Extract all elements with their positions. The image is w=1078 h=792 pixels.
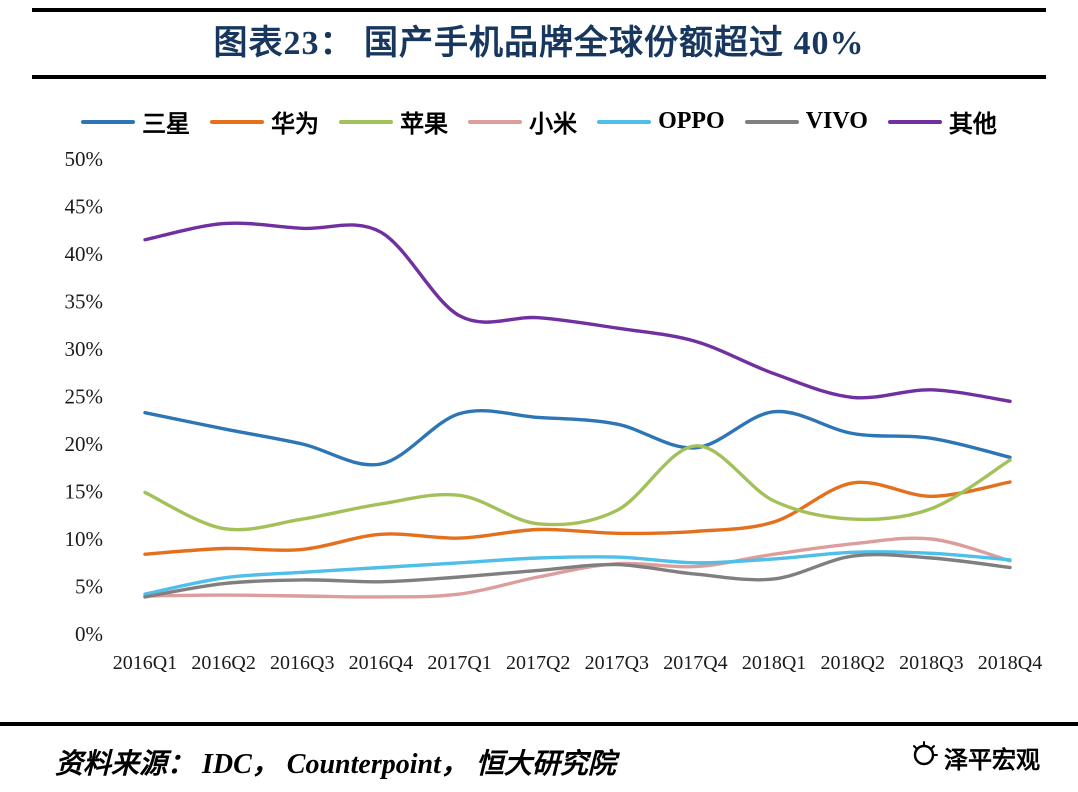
x-axis-tick: 2016Q1 (113, 652, 177, 674)
chart-area: 0% 5% 10% 15% 20% 25% 30% 35% 40% 45% 50% 2016Q1 201… (0, 141, 1078, 686)
y-axis-tick: 50% (65, 147, 104, 171)
legend-swatch (339, 119, 394, 124)
legend-item-0: 三星 (81, 104, 190, 139)
x-axis-tick: 2018Q3 (899, 652, 963, 674)
legend-label: 三星 (142, 112, 191, 139)
series-line-6 (143, 221, 1012, 403)
series-line-4 (143, 549, 1012, 596)
x-axis-tick: 2017Q2 (506, 652, 570, 674)
top-divider (32, 8, 1046, 12)
legend-item-1: 华为 (210, 104, 319, 139)
line-chart-svg: 0% 5% 10% 15% 20% 25% 30% 35% 40% 45% 50% 2016Q1 201… (65, 147, 1043, 674)
x-axis-tick: 2018Q2 (821, 652, 885, 674)
legend-label: OPPO (658, 108, 725, 135)
x-axis-tick: 2017Q3 (585, 652, 649, 674)
y-axis-tick: 45% (65, 194, 104, 218)
x-axis-tick: 2017Q4 (663, 652, 727, 674)
series-line-5 (143, 552, 1012, 599)
legend-item-4: OPPO (597, 108, 725, 135)
brand-logo-icon (910, 741, 938, 774)
x-axis-tick: 2018Q4 (978, 652, 1042, 674)
y-axis-tick: 5% (75, 574, 103, 598)
legend-item-3: 小米 (468, 104, 577, 139)
y-axis-tick: 10% (65, 527, 104, 551)
y-axis-tick: 30% (65, 337, 104, 361)
chart-legend: 三星 华为 苹果 小米 OPPO VIVO 其他 (0, 104, 1078, 139)
x-axis-tick: 2016Q4 (349, 652, 413, 674)
x-axis-tick: 2018Q1 (742, 652, 806, 674)
legend-item-2: 苹果 (339, 104, 448, 139)
x-axis-tick: 2016Q3 (270, 652, 334, 674)
y-axis-tick: 20% (65, 432, 104, 456)
series-line-0 (143, 408, 1012, 467)
legend-swatch (81, 119, 136, 124)
legend-swatch (468, 119, 523, 124)
legend-swatch (744, 119, 799, 124)
y-axis-tick: 0% (75, 622, 103, 646)
legend-label: 小米 (529, 112, 578, 139)
x-axis-tick: 2016Q2 (191, 652, 255, 674)
source-text: 资料来源： IDC， Counterpoint， 恒大研究院 (55, 749, 616, 780)
legend-item-5: VIVO (744, 108, 868, 135)
y-axis-tick: 15% (65, 479, 104, 503)
y-axis-tick: 40% (65, 242, 104, 266)
legend-label: 华为 (271, 112, 320, 139)
brand-badge: 泽平宏观 (910, 740, 1040, 775)
legend-label: 其他 (948, 112, 997, 139)
x-axis-tick: 2017Q1 (427, 652, 491, 674)
series-line-1 (143, 480, 1012, 556)
y-axis-tick: 25% (65, 384, 104, 408)
chart-title: 图表23： 国产手机品牌全球份额超过 40% (213, 25, 865, 62)
footer: 资料来源： IDC， Counterpoint， 恒大研究院 泽平宏观 (0, 722, 1078, 792)
legend-item-6: 其他 (887, 104, 997, 139)
legend-swatch (887, 119, 942, 124)
legend-label: VIVO (805, 108, 868, 135)
title-divider (32, 74, 1046, 79)
brand-name: 泽平宏观 (944, 748, 1040, 774)
footer-divider (0, 722, 1078, 726)
series-line-3 (143, 536, 1012, 599)
y-axis-tick: 35% (65, 289, 104, 313)
chart-page: 图表23： 国产手机品牌全球份额超过 40% 三星 华为 苹果 小米 OPPO VIVO 其… (0, 8, 1078, 780)
legend-swatch (597, 119, 652, 124)
legend-label: 苹果 (400, 112, 449, 139)
series-line-2 (143, 443, 1012, 532)
legend-swatch (210, 119, 265, 124)
